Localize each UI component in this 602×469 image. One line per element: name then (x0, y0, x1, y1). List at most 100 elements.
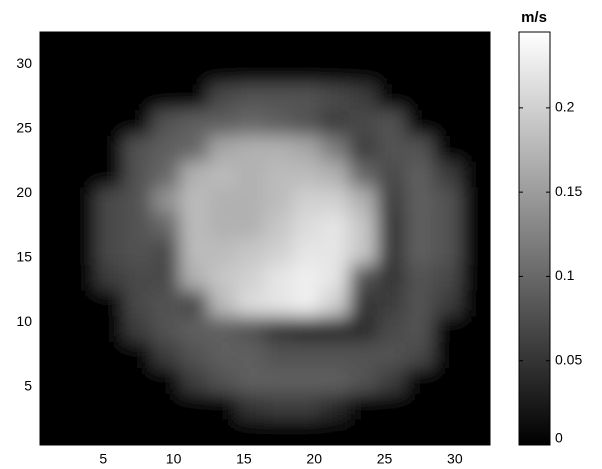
cell (208, 109, 237, 136)
cell (96, 367, 125, 394)
colorbar-tick-label: 0.05 (555, 351, 582, 367)
cell (96, 135, 125, 162)
cell (321, 135, 350, 162)
cell (461, 32, 490, 59)
cell (349, 57, 378, 84)
cell (68, 161, 97, 188)
cell (236, 367, 265, 394)
cell (208, 135, 237, 162)
cell (433, 238, 462, 265)
cell (321, 57, 350, 84)
cell (377, 264, 406, 291)
cell (40, 419, 69, 446)
cell (68, 212, 97, 239)
cell (68, 290, 97, 317)
cell (321, 419, 350, 446)
cell (321, 264, 350, 291)
cell (405, 135, 434, 162)
cell (293, 135, 322, 162)
cell (124, 57, 153, 84)
cell (40, 161, 69, 188)
cell (433, 367, 462, 394)
cell (236, 238, 265, 265)
cell (124, 83, 153, 110)
cell (208, 161, 237, 188)
cell (321, 32, 350, 59)
x-tick-label: 30 (447, 451, 463, 467)
cell (321, 212, 350, 239)
cell (349, 212, 378, 239)
cell (293, 109, 322, 136)
cell (265, 341, 294, 368)
cell (208, 212, 237, 239)
cell (293, 367, 322, 394)
cell (349, 264, 378, 291)
cell (152, 135, 181, 162)
cell (433, 135, 462, 162)
cell (377, 238, 406, 265)
cell (68, 109, 97, 136)
cell (265, 290, 294, 317)
cell (236, 186, 265, 213)
cell (180, 341, 209, 368)
cell (68, 341, 97, 368)
y-tick-label: 30 (16, 55, 32, 71)
cell (349, 109, 378, 136)
cell (405, 83, 434, 110)
cell (152, 290, 181, 317)
cell (68, 83, 97, 110)
cell (321, 393, 350, 420)
cell (349, 419, 378, 446)
cell (433, 83, 462, 110)
cell (377, 57, 406, 84)
cell (40, 238, 69, 265)
cell (377, 341, 406, 368)
cell (40, 135, 69, 162)
cell (377, 32, 406, 59)
cell (321, 161, 350, 188)
cell (321, 367, 350, 394)
cell (461, 367, 490, 394)
cell (377, 212, 406, 239)
cell (405, 419, 434, 446)
cell (152, 161, 181, 188)
colorbar-tick-label: 0.2 (555, 99, 575, 115)
cell (236, 135, 265, 162)
cell (96, 341, 125, 368)
cell (461, 393, 490, 420)
cell (208, 290, 237, 317)
y-tick-label: 5 (24, 378, 32, 394)
cell (152, 315, 181, 342)
cell (349, 290, 378, 317)
cell (293, 290, 322, 317)
cell (461, 341, 490, 368)
cell (377, 290, 406, 317)
cell (349, 135, 378, 162)
cell (96, 83, 125, 110)
cell (405, 212, 434, 239)
colorbar-label: m/s (521, 9, 547, 26)
cell (208, 393, 237, 420)
cell (124, 32, 153, 59)
cell (124, 161, 153, 188)
cell (152, 367, 181, 394)
cell (68, 57, 97, 84)
cell (96, 161, 125, 188)
cell (96, 264, 125, 291)
cell (405, 32, 434, 59)
cell (152, 264, 181, 291)
cell (321, 109, 350, 136)
cell (68, 315, 97, 342)
cell (461, 290, 490, 317)
cell (265, 186, 294, 213)
cell (40, 109, 69, 136)
cell (96, 393, 125, 420)
cell (68, 393, 97, 420)
cell (265, 264, 294, 291)
cell (180, 32, 209, 59)
cell (180, 186, 209, 213)
y-tick-label: 15 (16, 249, 32, 265)
cell (68, 238, 97, 265)
cell (377, 367, 406, 394)
cell (236, 393, 265, 420)
